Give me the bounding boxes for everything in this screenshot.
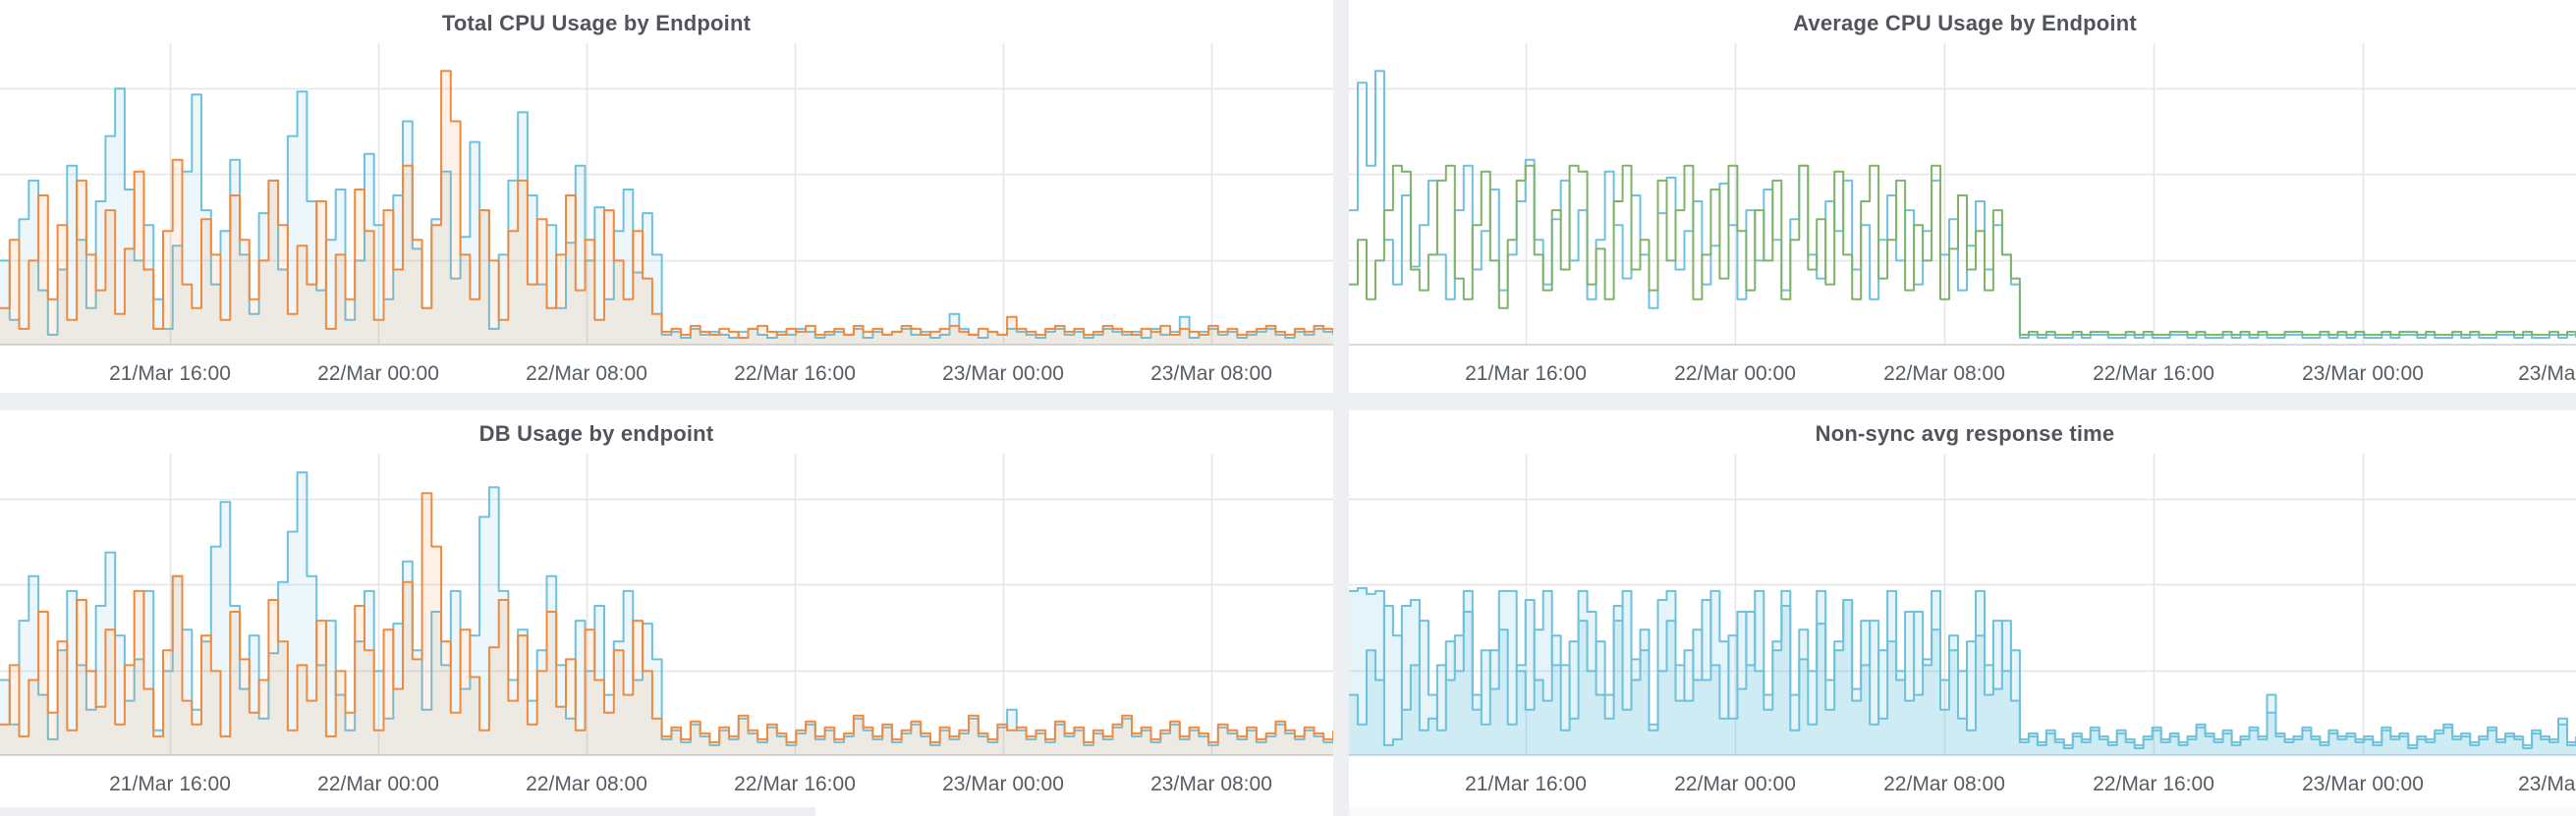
panel-title-average-cpu[interactable]: Average CPU Usage by Endpoint [1793, 11, 2137, 35]
x-tick-label: 21/Mar 16:00 [109, 773, 231, 795]
x-tick-label: 21/Mar 16:00 [1465, 773, 1587, 795]
panel-total-cpu-usage: Total CPU Usage by Endpoint 21/Mar 16:00… [0, 0, 1333, 393]
next-row-panel-edge [815, 807, 1333, 816]
x-axis-average-cpu: 21/Mar 16:00 22/Mar 00:00 22/Mar 08:00 22/M… [1349, 360, 2576, 388]
x-axis-nonsync-response: 21/Mar 16:00 22/Mar 00:00 22/Mar 08:00 22/M… [1349, 771, 2576, 798]
series-line-series_orange [0, 492, 1333, 743]
x-axis-total-cpu: 21/Mar 16:00 22/Mar 00:00 22/Mar 08:00 22/M… [0, 360, 1333, 388]
x-tick-label: 22/Mar 00:00 [1674, 362, 1796, 385]
x-tick-label: 21/Mar 16:00 [109, 362, 231, 385]
next-row-gap [0, 807, 815, 816]
x-tick-label: 22/Mar 08:00 [1883, 362, 2005, 385]
plot-area-nonsync-response[interactable] [1349, 454, 2576, 756]
series-line-series_blue [0, 471, 1333, 746]
x-tick-label: 23/Mar 00:00 [2302, 362, 2424, 385]
x-tick-label: 22/Mar 16:00 [2093, 773, 2214, 795]
x-tick-label: 23/Mar 00:00 [942, 362, 1064, 385]
x-tick-label: 23/Mar 08:00 [2518, 362, 2576, 385]
series-area-series_orange [0, 493, 1333, 755]
x-tick-label: 22/Mar 16:00 [734, 362, 856, 385]
panel-title-db-usage[interactable]: DB Usage by endpoint [478, 421, 714, 446]
x-tick-label: 23/Mar 08:00 [1150, 362, 1272, 385]
series-area-series_orange [0, 71, 1333, 345]
series-line-series_blue [1349, 70, 2576, 339]
x-tick-label: 22/Mar 08:00 [526, 773, 647, 795]
x-tick-label: 22/Mar 08:00 [1883, 773, 2005, 795]
next-row-panel-edge-right [1349, 807, 2576, 816]
panel-title-total-cpu[interactable]: Total CPU Usage by Endpoint [441, 11, 752, 35]
series-area-series_blue [0, 472, 1333, 755]
panel-db-usage: DB Usage by endpoint 21/Mar 16:00 22/Mar … [0, 410, 1333, 807]
plot-area-total-cpu[interactable] [0, 43, 1333, 346]
series-line-series_blue [0, 87, 1333, 339]
x-axis-db-usage: 21/Mar 16:00 22/Mar 00:00 22/Mar 08:00 22/M… [0, 771, 1333, 798]
x-tick-label: 22/Mar 00:00 [317, 362, 439, 385]
x-tick-label: 23/Mar 08:00 [2518, 773, 2576, 795]
series-area-series_blue [0, 88, 1333, 346]
series-line-series_orange [0, 70, 1333, 339]
plot-area-average-cpu[interactable] [1349, 43, 2576, 346]
x-tick-label: 22/Mar 00:00 [1674, 773, 1796, 795]
series-line-series_green [1349, 164, 2576, 336]
plot-area-db-usage[interactable] [0, 454, 1333, 756]
x-tick-label: 23/Mar 00:00 [2302, 773, 2424, 795]
x-tick-label: 22/Mar 16:00 [734, 773, 856, 795]
panel-average-cpu-usage: Average CPU Usage by Endpoint 21/Mar 16:… [1349, 0, 2576, 393]
x-tick-label: 23/Mar 08:00 [1150, 773, 1272, 795]
x-tick-label: 22/Mar 08:00 [526, 362, 647, 385]
x-tick-label: 21/Mar 16:00 [1465, 362, 1587, 385]
series-area-series_blue_b [1349, 600, 2576, 755]
x-tick-label: 22/Mar 00:00 [317, 773, 439, 795]
panel-title-nonsync-response[interactable]: Non-sync avg response time [1815, 421, 2115, 446]
panel-nonsync-response-time: Non-sync avg response time 21/Mar 16:00 2… [1349, 410, 2576, 807]
x-tick-label: 22/Mar 16:00 [2093, 362, 2214, 385]
series-line-series_blue_b [1349, 599, 2576, 749]
x-tick-label: 23/Mar 00:00 [942, 773, 1064, 795]
